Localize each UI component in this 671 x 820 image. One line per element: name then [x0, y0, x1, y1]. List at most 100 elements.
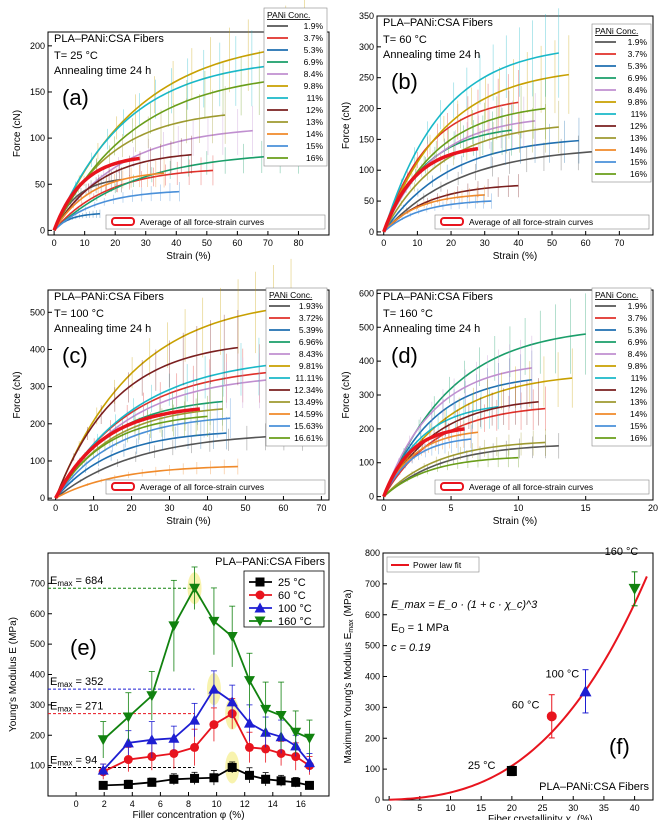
series-line [54, 346, 238, 499]
y-axis-label: Young's Modulus E (MPa) [8, 617, 19, 732]
series-line [53, 190, 180, 231]
max-label-subscript: max [57, 680, 72, 689]
y-tick-label: 400 [359, 356, 374, 366]
y-tick-label: 700 [30, 578, 45, 588]
y-tick-label: 250 [359, 73, 374, 83]
x-tick-label: 20 [110, 238, 120, 248]
series-line [382, 101, 519, 233]
y-tick-label: 400 [30, 670, 45, 680]
panel-title: PLA–PANi:CSA Fibers [539, 781, 649, 793]
marker-triangle-up [226, 696, 238, 707]
y-tick-label: 200 [359, 104, 374, 114]
series-line [383, 400, 539, 497]
point-label: 25 °C [468, 760, 496, 772]
legend-box [591, 23, 652, 183]
y-tick-label: 100 [30, 456, 45, 466]
x-tick-label: 0 [53, 503, 58, 513]
force-strain-panel-(b): 0 10 20 30 40 50 60 70 0 50 100 150 200 250 300 350 PLA–… [341, 8, 654, 262]
series-line [54, 305, 292, 499]
legend-label: 13.49% [294, 397, 323, 407]
max-label-subscript: max [57, 705, 72, 714]
annealing-label: Annealing time 24 h [383, 49, 480, 61]
y-tick-label: 200 [359, 424, 374, 434]
y-tick-label: 700 [365, 579, 380, 589]
x-tick-label: 8 [186, 799, 191, 809]
x-tick-label: 10 [212, 799, 222, 809]
legend-label: 13% [306, 117, 323, 127]
legend-label: 1.9% [628, 37, 648, 47]
x-tick-label: 80 [293, 238, 303, 248]
x-tick-label: 14 [268, 799, 278, 809]
y-tick-label: 200 [365, 733, 380, 743]
marker-circle [261, 744, 271, 754]
series-curve [53, 158, 165, 231]
series-line [383, 445, 559, 498]
series-curve [383, 416, 479, 497]
legend-label: 5.3% [628, 325, 648, 335]
marker-square [291, 777, 301, 787]
x-axis-label: Filler concentration φ (%) [132, 810, 244, 820]
series-line [383, 194, 485, 233]
series-line [54, 432, 227, 499]
max-label: Emax = 271 [50, 701, 103, 714]
series-curve [382, 35, 570, 233]
legend-label: 60 °C [278, 590, 306, 602]
legend-title: PANi Conc. [595, 290, 638, 300]
marker-triangle-up [243, 717, 255, 728]
legend-label: 12% [630, 121, 647, 131]
y-axis-label: Maximum Young's Modulus Emax (MPa) [343, 589, 355, 763]
panel-plot-frame [47, 289, 330, 501]
x-tick-label: 50 [240, 503, 250, 513]
y-tick-label: 500 [365, 641, 380, 651]
legend-label: 1.9% [304, 21, 324, 31]
marker-triangle-down [226, 632, 238, 643]
average-legend-swatch [111, 217, 135, 226]
series-line [383, 200, 492, 233]
panel-plot-frame [47, 31, 330, 236]
x-tick-label: 35 [599, 803, 609, 813]
legend-label: 8.4% [628, 85, 648, 95]
average-legend-label: Average of all force-strain curves [140, 217, 264, 227]
power-law-fit-curve [389, 576, 648, 801]
legend-label: 11% [631, 109, 648, 119]
series-curve [55, 458, 239, 499]
legend-label: 3.7% [628, 313, 648, 323]
y-axis-unit: (MPa) [343, 589, 354, 619]
panel-letter: (f) [609, 734, 630, 759]
legend-label: 15% [630, 421, 647, 431]
average-curve [382, 427, 465, 498]
y-tick-label: 300 [359, 390, 374, 400]
x-tick-label: 10 [412, 238, 422, 248]
x-tick-label: 40 [630, 803, 640, 813]
series-curve [383, 433, 560, 498]
legend-label: 12.34% [294, 385, 323, 395]
x-tick-label: 16 [296, 799, 306, 809]
y-axis-label: Force (cN) [341, 102, 352, 149]
legend-label: 16% [306, 153, 323, 163]
series-curve [383, 193, 492, 233]
y-axis-label: Force (cN) [12, 371, 23, 418]
legend-label: 14% [630, 145, 647, 155]
x-tick-label: 50 [547, 238, 557, 248]
max-label: Emax = 94 [50, 754, 97, 767]
x-tick-label: 20 [648, 503, 658, 513]
panel-title: PLA–PANi:CSA Fibers [383, 291, 493, 303]
x-tick-label: 70 [263, 238, 273, 248]
series-curve [53, 135, 299, 231]
legend: PANi Conc.1.9% 3.7% 5.3% 6.9% 8.4% 9.8% 11% 12%… [591, 287, 652, 447]
legend-label: 11% [307, 93, 324, 103]
annealing-label: Annealing time 24 h [54, 65, 151, 77]
panel-plot-frame [382, 552, 654, 801]
max-label: Emax = 684 [50, 575, 103, 588]
legend-label: 5.3% [304, 45, 324, 55]
marker-circle [209, 720, 219, 730]
legend-label: 14% [630, 409, 647, 419]
x-tick-label: 10 [445, 803, 455, 813]
panel-letter: (b) [391, 69, 418, 94]
x-tick-label: 40 [171, 238, 181, 248]
x-tick-label: 10 [513, 503, 523, 513]
max-label-subscript: max [57, 758, 72, 767]
y-tick-label: 400 [365, 672, 380, 682]
legend-label: 13% [630, 133, 647, 143]
